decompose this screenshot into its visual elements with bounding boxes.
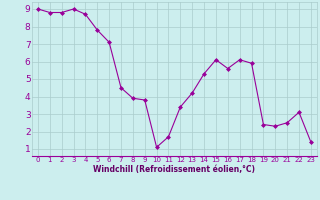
X-axis label: Windchill (Refroidissement éolien,°C): Windchill (Refroidissement éolien,°C) (93, 165, 255, 174)
